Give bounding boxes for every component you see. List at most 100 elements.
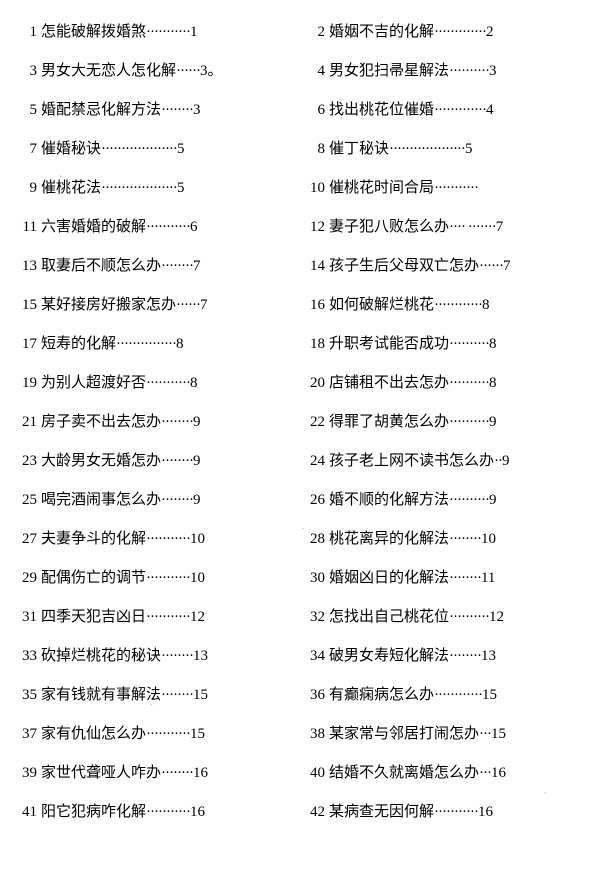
toc-entry-page: 9 (489, 488, 497, 512)
toc-entry: 37家有仇仙怎么办···········15 (15, 722, 303, 746)
toc-entry: 4男女犯扫帚星解法··········3 (303, 59, 591, 83)
toc-entry-title: 找出桃花位催婚 (329, 98, 434, 122)
toc-entry-title: 婚配禁忌化解方法 (41, 98, 161, 122)
toc-entry-title: 六害婚婚的破解 (41, 215, 146, 239)
toc-entry-title: 婚不顺的化解方法 (329, 488, 449, 512)
toc-entry-number: 8 (303, 137, 325, 161)
toc-entry-number: 5 (15, 98, 37, 122)
toc-entry-page: 9 (193, 410, 201, 434)
toc-entry-title: 某家常与邻居打闹怎办 (329, 722, 479, 746)
toc-entry-title: 家有钱就有事解法 (41, 683, 161, 707)
toc-entry-page: 8 (489, 332, 497, 356)
toc-entry-number: 26 (303, 488, 325, 512)
toc-entry-title: 婚姻凶日的化解法 (329, 566, 449, 590)
toc-entry-leader-dots: ········ (161, 488, 193, 512)
toc-entry-leader-dots: ········ (161, 761, 193, 785)
toc-entry-leader-dots: ·········· (449, 605, 489, 629)
toc-entry-title: 家有仇仙怎么办 (41, 722, 146, 746)
toc-entry-leader-dots: ··············· (116, 332, 176, 356)
toc-entry-leader-dots: ······ (479, 254, 503, 278)
toc-entry-leader-dots: ········ (161, 644, 193, 668)
toc-entry: 16如何破解烂桃花············8 (303, 293, 591, 317)
toc-entry-leader-dots: ······ (176, 293, 200, 317)
toc-entry-number: 6 (303, 98, 325, 122)
toc-entry-title: 配偶伤亡的调节 (41, 566, 146, 590)
toc-entry-leader-dots: ··········· (434, 800, 478, 824)
toc-entry-number: 22 (303, 410, 325, 434)
toc-entry: 14孩子生后父母双亡怎办······7 (303, 254, 591, 278)
toc-entry-page: 9 (193, 488, 201, 512)
toc-entry-page: 3 (193, 98, 201, 122)
toc-entry-title: 砍掉烂桃花的秘诀 (41, 644, 161, 668)
toc-entry-number: 1 (15, 20, 37, 44)
toc-entry-page: 7 (503, 254, 511, 278)
toc-entry-leader-dots: ········ (449, 566, 481, 590)
toc-entry-leader-dots: ············· (434, 20, 486, 44)
toc-entry-number: 35 (15, 683, 37, 707)
toc-entry-title: 男女大无恋人怎化解 (41, 59, 176, 83)
toc-entry-title: 喝完酒闹事怎么办 (41, 488, 161, 512)
toc-entry: 41阳它犯病咋化解···········16 (15, 800, 303, 824)
toc-entry-page: 2 (486, 20, 494, 44)
toc-entry-page: 5 (177, 176, 185, 200)
toc-entry: 2婚姻不吉的化解·············2 (303, 20, 591, 44)
toc-entry-page: 16 (478, 800, 493, 824)
toc-entry: 33砍掉烂桃花的秘诀········13 (15, 644, 303, 668)
toc-entry: 22得罪了胡黄怎么办··········9 (303, 410, 591, 434)
toc-entry-leader-dots: ······ (176, 59, 200, 83)
toc-entry-number: 2 (303, 20, 325, 44)
toc-entry-title: 妻子犯八败怎么办 (329, 215, 449, 239)
toc-entry: 7催婚秘诀···················5 (15, 137, 303, 161)
toc-entry-number: 37 (15, 722, 37, 746)
toc-entry-number: 20 (303, 371, 325, 395)
toc-entry-page: 7 (200, 293, 208, 317)
toc-entry-title: 店铺租不出去怎办 (329, 371, 449, 395)
toc-entry-page: 1 (190, 20, 198, 44)
toc-entry-number: 38 (303, 722, 325, 746)
toc-entry-leader-dots: ·········· (449, 371, 489, 395)
toc-entry-title: 催丁秘诀 (329, 137, 389, 161)
toc-entry-title: 男女犯扫帚星解法 (329, 59, 449, 83)
toc-entry-number: 23 (15, 449, 37, 473)
toc-entry: 25喝完酒闹事怎么办········9 (15, 488, 303, 512)
toc-entry-number: 41 (15, 800, 37, 824)
toc-entry-page: 9 (489, 410, 497, 434)
toc-entry-number: 10 (303, 176, 325, 200)
toc-entry-page: 15 (193, 683, 208, 707)
toc-entry-leader-dots: ············· (434, 98, 486, 122)
toc-entry-title: 孩子老上网不读书怎么办 (329, 449, 494, 473)
toc-entry: 35家有钱就有事解法········15 (15, 683, 303, 707)
toc-entry-page: 3。 (200, 59, 223, 83)
toc-entry-leader-dots: ···· ······· (449, 215, 496, 239)
toc-entry-page: 15 (491, 722, 506, 746)
toc-entry-leader-dots: ·········· (449, 332, 489, 356)
toc-entry-page: 16 (190, 800, 205, 824)
toc-entry-leader-dots: ··········· (146, 605, 190, 629)
toc-entry-leader-dots: ··················· (389, 137, 465, 161)
toc-entry: 27夫妻争斗的化解···········10 (15, 527, 303, 551)
toc-entry-page: 4 (486, 98, 494, 122)
toc-entry-title: 夫妻争斗的化解 (41, 527, 146, 551)
toc-entry-number: 32 (303, 605, 325, 629)
toc-entry-page: 8 (176, 332, 184, 356)
toc-entry: 40结婚不久就离婚怎么办···16 (303, 761, 591, 785)
toc-entry-number: 13 (15, 254, 37, 278)
toc-entry: 39家世代聋哑人咋办········16 (15, 761, 303, 785)
toc-entry-title: 家世代聋哑人咋办 (41, 761, 161, 785)
toc-entry-page: 13 (193, 644, 208, 668)
toc-entry: 19为别人超渡好否···········8 (15, 371, 303, 395)
toc-entry-leader-dots: ········ (161, 683, 193, 707)
toc-entry-title: 破男女寿短化解法 (329, 644, 449, 668)
toc-entry: 13取妻后不顺怎么办········7 (15, 254, 303, 278)
toc-entry: 9催桃花法···················5 (15, 176, 303, 200)
toc-entry-leader-dots: ·········· (449, 488, 489, 512)
toc-entry-title: 怎找出自己桃花位 (329, 605, 449, 629)
toc-entry-title: 取妻后不顺怎么办 (41, 254, 161, 278)
toc-entry: 28桃花离异的化解法········10 (303, 527, 591, 551)
toc-entry-page: 5 (177, 137, 185, 161)
toc-entry-leader-dots: ··················· (101, 137, 177, 161)
toc-entry-number: 39 (15, 761, 37, 785)
toc-entry: 42某病查无因何解···········16 (303, 800, 591, 824)
toc-entry-leader-dots: ··········· (146, 215, 190, 239)
toc-entry-leader-dots: ··········· (146, 20, 190, 44)
